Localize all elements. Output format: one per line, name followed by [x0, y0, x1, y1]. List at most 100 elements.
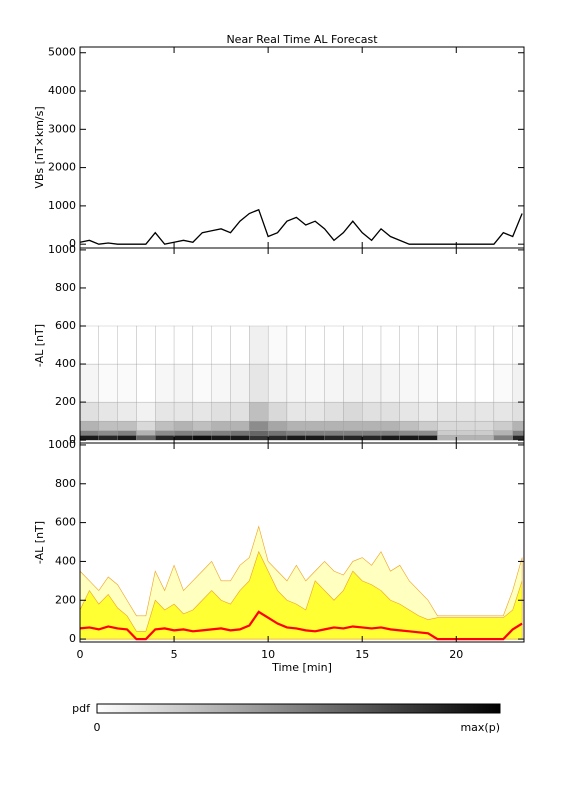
- pdf-cell: [512, 420, 524, 431]
- pdf-cell: [456, 401, 476, 422]
- pdf-cell: [362, 435, 382, 441]
- pdf-cell: [98, 435, 118, 441]
- pdf-cell: [80, 325, 99, 365]
- pdf-cell: [512, 401, 524, 422]
- pdf-cell: [418, 435, 438, 441]
- pdf-cell: [267, 363, 288, 403]
- pdf-cell: [192, 435, 212, 441]
- pdf-cell: [380, 435, 400, 441]
- pdf-cell: [437, 420, 457, 431]
- pdf-cell: [80, 430, 99, 436]
- pdf-cell: [286, 435, 306, 441]
- y-tick-label: 5000: [48, 46, 76, 59]
- pdf-cell: [324, 420, 344, 431]
- pdf-cell: [493, 401, 513, 422]
- pdf-cell: [343, 420, 363, 431]
- pdf-cell: [98, 401, 118, 422]
- pdf-cell: [399, 363, 419, 403]
- pdf-cell: [136, 325, 156, 365]
- pdf-cell: [173, 420, 194, 431]
- pdf-cell: [230, 430, 250, 436]
- pdf-cell: [437, 430, 457, 436]
- pdf-cell: [117, 363, 137, 403]
- pdf-cell: [305, 401, 325, 422]
- y-tick-label: 600: [55, 516, 76, 529]
- pdf-cell: [305, 363, 325, 403]
- pdf-cell: [267, 430, 288, 436]
- pdf-cell: [211, 435, 231, 441]
- pdf-cell: [512, 435, 524, 441]
- pdf-cell: [249, 435, 269, 441]
- x-tick-label: 0: [77, 648, 84, 661]
- y-tick-label: 0: [69, 237, 76, 250]
- pdf-cell: [230, 325, 250, 365]
- colorbar-max: max(p): [460, 721, 500, 734]
- pdf-cell: [230, 363, 250, 403]
- pdf-cell: [173, 401, 194, 422]
- band-area: [80, 550, 523, 640]
- pdf-cell: [493, 420, 513, 431]
- x-tick-label: 15: [355, 648, 369, 661]
- pdf-cell: [362, 420, 382, 431]
- y-tick-label: 1000: [48, 243, 76, 256]
- pdf-cell: [267, 435, 288, 441]
- pdf-cell: [362, 325, 382, 365]
- y-axis-label: VBs [nT×km/s]: [33, 106, 46, 188]
- pdf-cell: [249, 420, 269, 431]
- y-tick-label: 400: [55, 554, 76, 567]
- pdf-cell: [173, 435, 194, 441]
- x-tick-label: 20: [449, 648, 463, 661]
- pdf-cell: [267, 325, 288, 365]
- pdf-cell: [155, 325, 175, 365]
- y-tick-label: 1000: [48, 438, 76, 451]
- pdf-cell: [192, 401, 212, 422]
- pdf-cell: [474, 325, 495, 365]
- pdf-cell: [399, 430, 419, 436]
- pdf-cell: [211, 363, 231, 403]
- y-tick-label: 200: [55, 395, 76, 408]
- pdf-cell: [418, 363, 438, 403]
- pdf-cell: [493, 435, 513, 441]
- pdf-cell: [418, 325, 438, 365]
- pdf-cell: [380, 325, 400, 365]
- y-tick-label: 800: [55, 281, 76, 294]
- pdf-cell: [136, 401, 156, 422]
- pdf-cell: [474, 363, 495, 403]
- pdf-cell: [399, 435, 419, 441]
- pdf-cell: [305, 430, 325, 436]
- y-axis-label: -AL [nT]: [33, 324, 46, 367]
- pdf-cell: [362, 430, 382, 436]
- pdf-cell: [192, 430, 212, 436]
- pdf-cell: [437, 325, 457, 365]
- pdf-cell: [456, 435, 476, 441]
- pdf-cell: [474, 430, 495, 436]
- pdf-cell: [362, 363, 382, 403]
- chart-title: Near Real Time AL Forecast: [226, 33, 378, 46]
- plot-frame: [79, 442, 525, 643]
- pdf-cell: [512, 430, 524, 436]
- pdf-cell: [380, 420, 400, 431]
- pdf-cell: [399, 420, 419, 431]
- pdf-cell: [136, 363, 156, 403]
- pdf-cell: [380, 401, 400, 422]
- pdf-cell: [230, 420, 250, 431]
- pdf-cell: [474, 401, 495, 422]
- pdf-cell: [343, 363, 363, 403]
- pdf-cell: [437, 401, 457, 422]
- pdf-cell: [399, 325, 419, 365]
- y-tick-label: 4000: [48, 84, 76, 97]
- colorbar-label: pdf: [72, 702, 91, 715]
- pdf-cell: [80, 401, 99, 422]
- pdf-cell: [173, 325, 194, 365]
- colorbar-min: 0: [94, 721, 101, 734]
- pdf-cell: [418, 401, 438, 422]
- pdf-cell: [267, 420, 288, 431]
- pdf-cell: [305, 435, 325, 441]
- pdf-cell: [437, 363, 457, 403]
- pdf-cell: [437, 435, 457, 441]
- y-tick-label: 400: [55, 357, 76, 370]
- pdf-cell: [512, 325, 524, 365]
- pdf-cell: [117, 435, 137, 441]
- pdf-cell: [173, 363, 194, 403]
